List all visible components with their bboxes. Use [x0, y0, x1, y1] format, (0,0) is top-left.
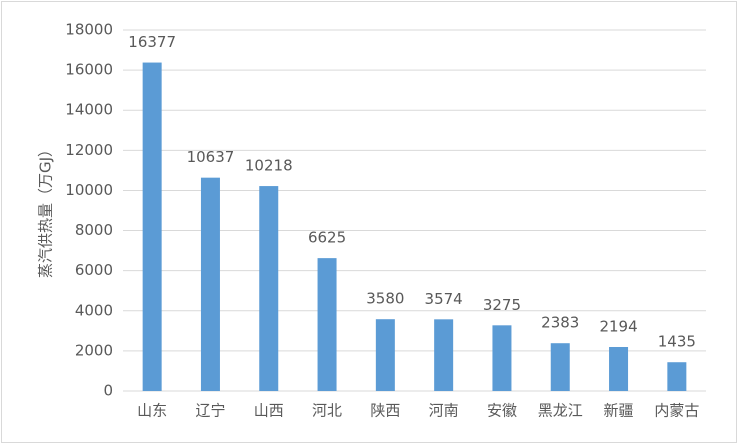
data-label: 2383 [541, 314, 579, 332]
x-tick-label: 山西 [254, 402, 284, 420]
y-tick-label: 18000 [65, 21, 113, 39]
data-label: 6625 [308, 229, 346, 247]
x-tick-label: 内蒙古 [654, 402, 699, 420]
y-tick-label: 16000 [65, 61, 113, 79]
data-label: 10637 [187, 148, 235, 166]
bar [375, 319, 395, 391]
y-tick-label: 14000 [65, 101, 113, 119]
x-tick-label: 山东 [137, 402, 167, 420]
y-tick-label: 12000 [65, 141, 113, 159]
y-tick-label: 4000 [75, 301, 113, 319]
y-tick-label: 0 [103, 382, 113, 400]
data-label: 3574 [425, 290, 463, 308]
bar [200, 177, 220, 391]
data-label: 16377 [128, 33, 176, 51]
x-tick-label: 辽宁 [195, 402, 225, 420]
bar [259, 186, 279, 391]
bar [492, 325, 512, 391]
data-label: 1435 [658, 333, 696, 351]
data-label: 2194 [599, 317, 637, 335]
x-tick-label: 河北 [312, 402, 342, 420]
y-tick-label: 10000 [65, 181, 113, 199]
y-tick-label: 6000 [75, 261, 113, 279]
x-tick-label: 河南 [429, 402, 459, 420]
data-label: 10218 [245, 157, 293, 175]
y-tick-label: 2000 [75, 341, 113, 359]
bar [550, 343, 570, 391]
y-axis-label: 蒸汽供热量（万GJ） [37, 142, 55, 278]
bar [317, 258, 337, 391]
bar [142, 62, 162, 391]
x-tick-label: 新疆 [604, 402, 634, 420]
data-label: 3275 [483, 296, 521, 314]
x-tick-label: 陕西 [370, 402, 400, 420]
bar [434, 319, 454, 391]
bar [667, 362, 687, 391]
data-label: 3580 [366, 290, 404, 308]
bar [609, 346, 629, 391]
y-tick-label: 8000 [75, 221, 113, 239]
x-tick-label: 黑龙江 [538, 402, 583, 420]
x-tick-label: 安徽 [487, 402, 517, 420]
